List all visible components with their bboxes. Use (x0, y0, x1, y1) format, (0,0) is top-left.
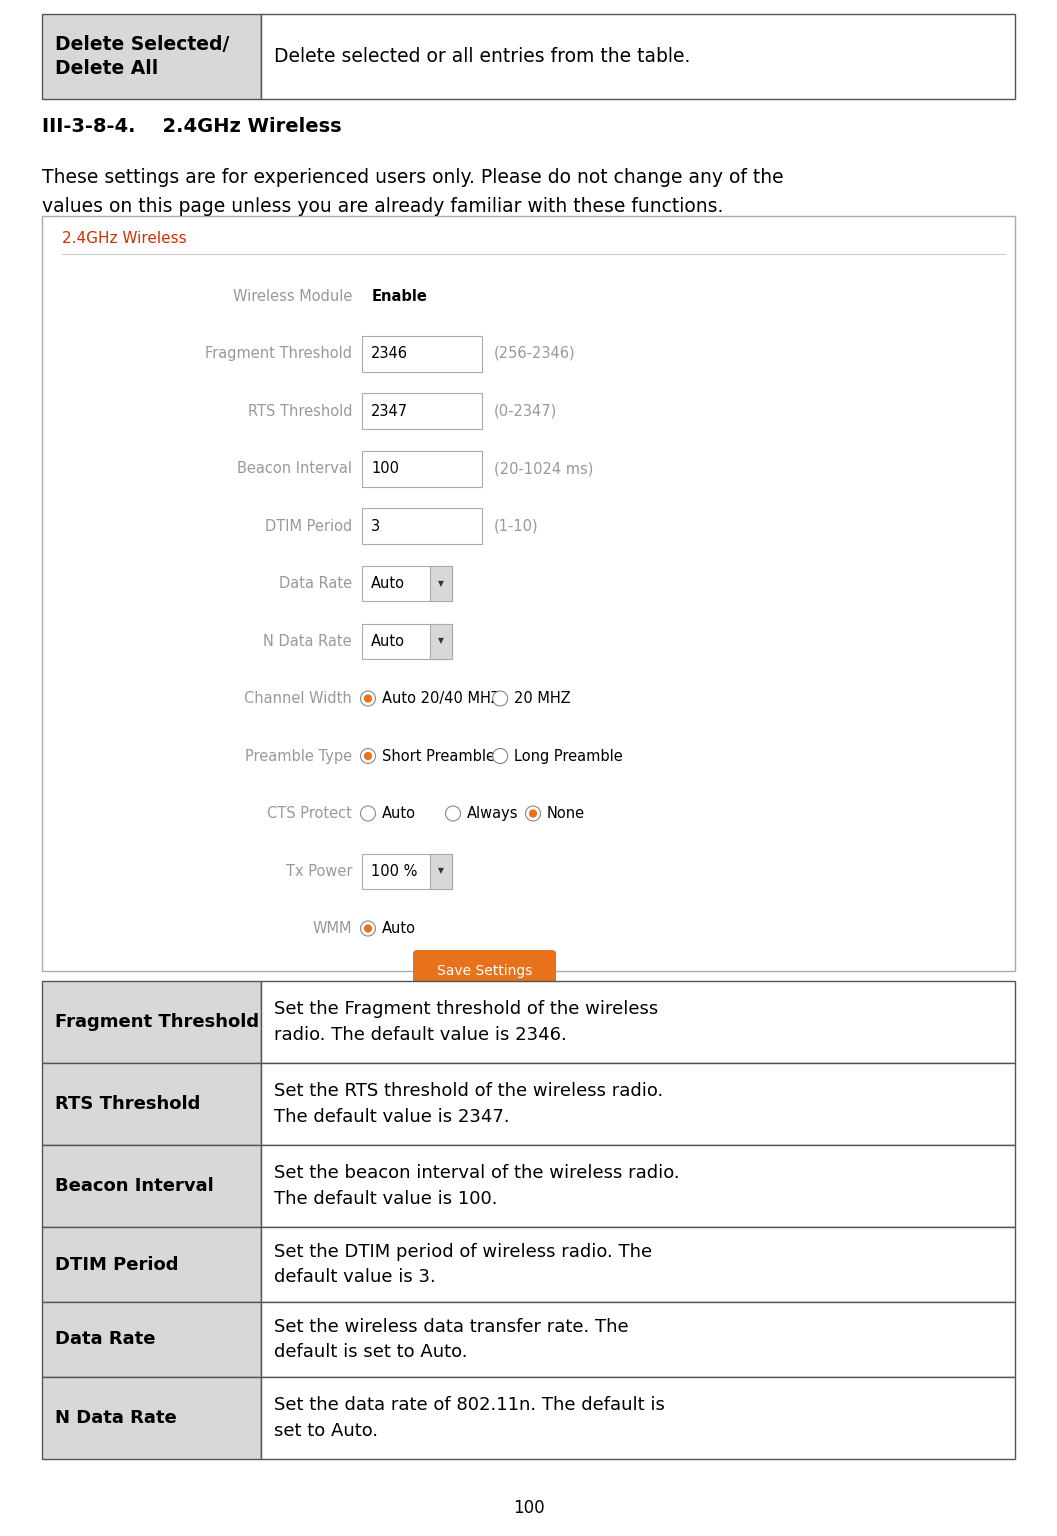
Text: (20-1024 ms): (20-1024 ms) (494, 461, 593, 476)
Text: Data Rate: Data Rate (279, 576, 352, 591)
Text: N Data Rate: N Data Rate (263, 633, 352, 648)
FancyBboxPatch shape (261, 1063, 1015, 1144)
Text: 2346: 2346 (371, 346, 408, 361)
FancyBboxPatch shape (261, 982, 1015, 1063)
Text: Set the RTS threshold of the wireless radio.
The default value is 2347.: Set the RTS threshold of the wireless ra… (274, 1083, 663, 1126)
FancyBboxPatch shape (42, 1227, 261, 1303)
FancyBboxPatch shape (42, 1063, 261, 1144)
Text: RTS Threshold: RTS Threshold (247, 404, 352, 418)
Text: RTS Threshold: RTS Threshold (55, 1095, 201, 1114)
Text: 100: 100 (513, 1499, 544, 1518)
Text: Preamble Type: Preamble Type (245, 748, 352, 763)
Text: 100: 100 (371, 461, 398, 476)
Circle shape (364, 925, 372, 932)
Circle shape (360, 806, 375, 822)
Text: Tx Power: Tx Power (285, 863, 352, 879)
Circle shape (493, 691, 507, 707)
Text: Beacon Interval: Beacon Interval (237, 461, 352, 476)
FancyBboxPatch shape (361, 450, 482, 487)
FancyBboxPatch shape (361, 854, 452, 888)
Text: 2.4GHz Wireless: 2.4GHz Wireless (62, 230, 187, 246)
Text: N Data Rate: N Data Rate (55, 1409, 177, 1427)
Circle shape (493, 748, 507, 763)
Text: (1-10): (1-10) (494, 519, 539, 533)
FancyBboxPatch shape (42, 217, 1015, 971)
Circle shape (360, 922, 375, 935)
Text: None: None (548, 806, 586, 822)
FancyBboxPatch shape (361, 393, 482, 429)
Text: CTS Protect: CTS Protect (267, 806, 352, 822)
Text: Set the data rate of 802.11n. The default is
set to Auto.: Set the data rate of 802.11n. The defaul… (274, 1396, 665, 1439)
Text: 100 %: 100 % (371, 863, 418, 879)
Text: Fragment Threshold: Fragment Threshold (55, 1014, 259, 1031)
Text: 2347: 2347 (371, 404, 408, 418)
Text: WMM: WMM (313, 922, 352, 935)
FancyBboxPatch shape (361, 335, 482, 372)
Circle shape (360, 748, 375, 763)
Text: Save Settings: Save Settings (437, 965, 532, 978)
Text: These settings are for experienced users only. Please do not change any of the
v: These settings are for experienced users… (42, 167, 783, 217)
Text: Always: Always (467, 806, 519, 822)
Text: (0-2347): (0-2347) (494, 404, 557, 418)
FancyBboxPatch shape (430, 565, 452, 601)
Text: Fragment Threshold: Fragment Threshold (205, 346, 352, 361)
FancyBboxPatch shape (261, 1376, 1015, 1459)
Text: Set the wireless data transfer rate. The
default is set to Auto.: Set the wireless data transfer rate. The… (274, 1318, 629, 1361)
Text: DTIM Period: DTIM Period (55, 1255, 179, 1273)
FancyBboxPatch shape (261, 1227, 1015, 1303)
Circle shape (445, 806, 461, 822)
Circle shape (528, 809, 537, 817)
FancyBboxPatch shape (261, 1144, 1015, 1227)
FancyBboxPatch shape (430, 624, 452, 659)
FancyBboxPatch shape (42, 1376, 261, 1459)
Text: Short Preamble: Short Preamble (382, 748, 495, 763)
Text: III-3-8-4.    2.4GHz Wireless: III-3-8-4. 2.4GHz Wireless (42, 117, 341, 135)
FancyBboxPatch shape (42, 14, 261, 98)
Circle shape (364, 694, 372, 702)
FancyBboxPatch shape (430, 854, 452, 888)
Text: Data Rate: Data Rate (55, 1330, 155, 1349)
Text: Auto 20/40 MHZ: Auto 20/40 MHZ (382, 691, 501, 707)
Text: 3: 3 (371, 519, 381, 533)
Text: 20 MHZ: 20 MHZ (514, 691, 571, 707)
Text: Beacon Interval: Beacon Interval (55, 1177, 214, 1195)
Text: Auto: Auto (382, 806, 416, 822)
Text: Auto: Auto (382, 922, 416, 935)
Circle shape (364, 753, 372, 760)
FancyBboxPatch shape (361, 565, 452, 601)
Text: Auto: Auto (371, 633, 405, 648)
FancyBboxPatch shape (42, 1144, 261, 1227)
Text: Delete selected or all entries from the table.: Delete selected or all entries from the … (274, 48, 690, 66)
Text: Channel Width: Channel Width (244, 691, 352, 707)
Text: (256-2346): (256-2346) (494, 346, 576, 361)
FancyBboxPatch shape (261, 1303, 1015, 1376)
Text: ▼: ▼ (438, 866, 444, 876)
FancyBboxPatch shape (413, 949, 556, 992)
Text: Set the DTIM period of wireless radio. The
default value is 3.: Set the DTIM period of wireless radio. T… (274, 1243, 652, 1286)
Text: Delete Selected/
Delete All: Delete Selected/ Delete All (55, 34, 229, 78)
Text: Long Preamble: Long Preamble (514, 748, 623, 763)
Circle shape (525, 806, 540, 822)
Circle shape (360, 691, 375, 707)
Text: Wireless Module: Wireless Module (233, 289, 352, 304)
FancyBboxPatch shape (361, 508, 482, 544)
Text: DTIM Period: DTIM Period (264, 519, 352, 533)
FancyBboxPatch shape (261, 14, 1015, 98)
Text: Auto: Auto (371, 576, 405, 591)
FancyBboxPatch shape (42, 1303, 261, 1376)
Text: Set the beacon interval of the wireless radio.
The default value is 100.: Set the beacon interval of the wireless … (274, 1164, 680, 1207)
Text: Set the Fragment threshold of the wireless
radio. The default value is 2346.: Set the Fragment threshold of the wirele… (274, 1000, 659, 1043)
FancyBboxPatch shape (361, 624, 452, 659)
Text: ▼: ▼ (438, 636, 444, 645)
FancyBboxPatch shape (42, 982, 261, 1063)
Text: ▼: ▼ (438, 579, 444, 588)
Text: Enable: Enable (372, 289, 428, 304)
